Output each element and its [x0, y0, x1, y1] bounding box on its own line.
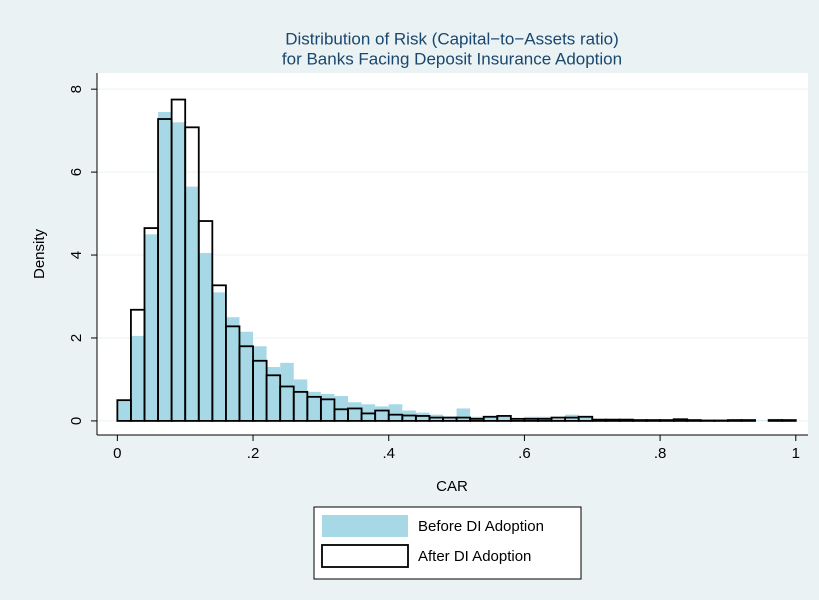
- y-tick-label: 8: [68, 85, 85, 93]
- x-tick-label: .6: [518, 445, 531, 462]
- histogram-bar: [659, 419, 675, 422]
- histogram-bar: [618, 418, 634, 422]
- legend-label: Before DI Adoption: [418, 518, 544, 535]
- histogram-bar: [645, 419, 662, 422]
- histogram-bar: [348, 402, 362, 421]
- x-tick-label: .2: [247, 445, 260, 462]
- chart-subtitle: for Banks Facing Deposit Insurance Adopt…: [282, 49, 622, 68]
- histogram-bar: [686, 419, 702, 422]
- histogram-bar: [672, 418, 689, 422]
- histogram-bar: [320, 393, 335, 421]
- histogram-bar: [551, 418, 566, 421]
- histogram-bar: [591, 418, 607, 422]
- y-tick-label: 6: [68, 168, 85, 176]
- histogram-bar: [266, 366, 281, 421]
- histogram-bar: [212, 292, 226, 421]
- histogram-bar: [307, 391, 321, 421]
- histogram-bar: [740, 419, 756, 422]
- x-tick-label: 0: [113, 445, 121, 462]
- y-tick-label: 2: [68, 334, 85, 342]
- x-tick-label: 1: [792, 445, 800, 462]
- histogram-bar: [225, 317, 240, 421]
- histogram-bar: [497, 416, 511, 421]
- x-axis-label: CAR: [436, 478, 468, 495]
- histogram-bar: [280, 362, 294, 421]
- histogram-bar: [510, 418, 525, 421]
- x-tick-label: .4: [382, 445, 395, 462]
- histogram-bar: [483, 416, 498, 421]
- histogram-bar: [117, 400, 131, 421]
- legend-swatch: [321, 544, 409, 568]
- histogram-bar: [727, 419, 743, 422]
- histogram-bar: [443, 416, 457, 421]
- histogram-bar: [632, 419, 648, 422]
- histogram-bar: [767, 419, 784, 422]
- legend-label: After DI Adoption: [418, 548, 531, 565]
- histogram-bar: [781, 419, 797, 422]
- histogram-bar: [375, 406, 389, 421]
- y-axis-label: Density: [31, 228, 48, 279]
- histogram-bar: [158, 111, 172, 421]
- histogram-bar: [604, 418, 621, 422]
- y-tick-label: 4: [68, 251, 85, 259]
- histogram-bar: [144, 234, 159, 421]
- histogram-bar: [578, 416, 593, 421]
- histogram-bar: [130, 335, 145, 421]
- y-tick-label: 0: [68, 417, 85, 425]
- histogram-bar: [239, 331, 254, 421]
- histogram-bar: [253, 346, 267, 421]
- histogram-bar: [456, 408, 471, 421]
- histogram-bar: [185, 186, 199, 421]
- histogram-bar: [198, 252, 213, 421]
- chart-title: Distribution of Risk (Capital−to−Assets …: [285, 29, 619, 48]
- histogram-bar: [293, 379, 308, 421]
- x-tick-label: .8: [654, 445, 667, 462]
- legend-swatch: [322, 515, 408, 537]
- histogram-bar: [388, 404, 403, 421]
- histogram-bar: [171, 122, 186, 421]
